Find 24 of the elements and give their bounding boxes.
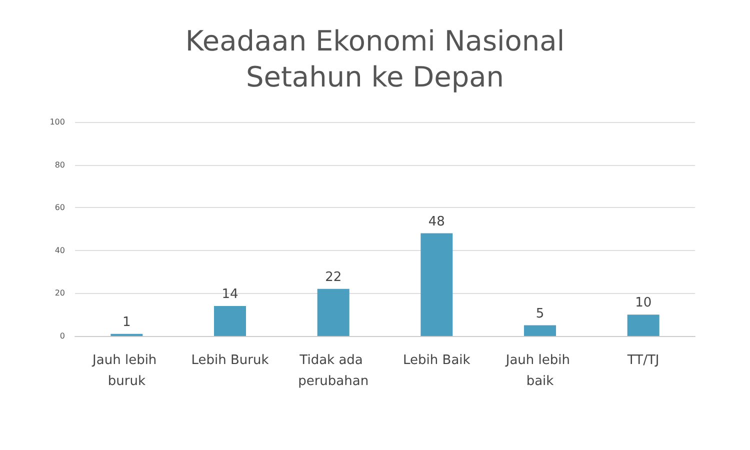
bar: [214, 306, 246, 336]
chart-title: Keadaan Ekonomi Nasional Setahun ke Depan: [185, 24, 565, 94]
x-tick-label: TT/TJ: [626, 353, 660, 368]
x-tick-label: Jauh lebih baik: [504, 353, 574, 389]
y-tick-label: 0: [60, 332, 65, 340]
y-tick-label: 60: [54, 203, 65, 212]
x-tick-label: Lebih Baik: [403, 353, 471, 368]
y-tick-label: 80: [54, 160, 65, 170]
data-label: 5: [536, 306, 544, 322]
bar: [627, 314, 660, 336]
y-tick-label: 100: [50, 118, 65, 126]
y-tick-label: 20: [54, 288, 65, 298]
x-tick-label: Tidak ada perubahan: [298, 353, 369, 389]
x-tick-label: Jauh lebih buruk: [92, 353, 161, 389]
bar: [524, 325, 556, 336]
data-label: 1: [122, 314, 131, 330]
y-tick-label: 40: [54, 246, 65, 255]
data-label: 22: [325, 270, 342, 285]
data-label: 14: [222, 287, 238, 302]
bar: [317, 288, 350, 336]
data-label: 48: [428, 214, 445, 230]
x-tick-label: Lebih Buruk: [191, 353, 270, 368]
data-label: 10: [635, 296, 652, 311]
bar: [420, 233, 453, 336]
